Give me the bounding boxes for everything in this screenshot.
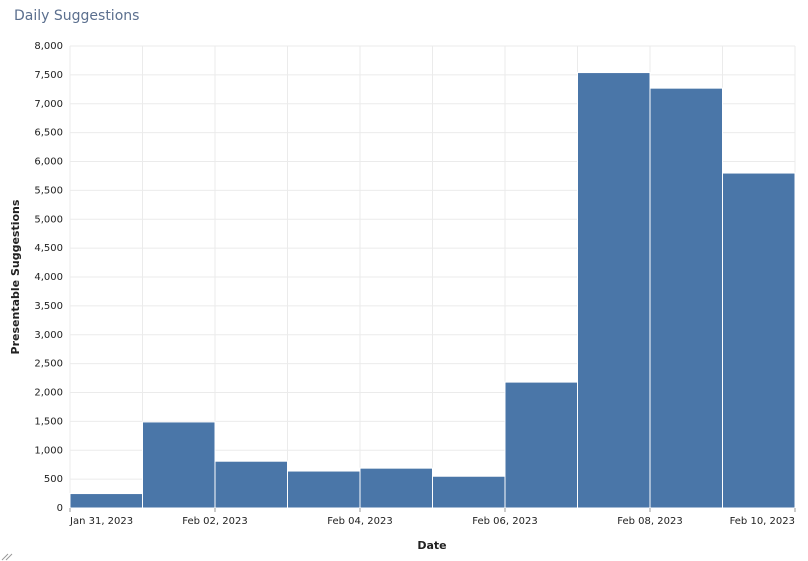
y-tick-label: 1,500: [34, 416, 63, 427]
y-axis-label: Presentable Suggestions: [9, 199, 22, 354]
y-tick-label: 4,500: [34, 243, 63, 254]
x-tick-label: Jan 31, 2023: [69, 516, 133, 527]
x-tick-label: Feb 04, 2023: [327, 516, 392, 527]
bar: [649, 87, 723, 509]
y-tick-label: 8,000: [34, 41, 63, 52]
bar: [432, 475, 506, 509]
resize-handle[interactable]: [1, 553, 13, 561]
y-tick-label: 7,000: [34, 99, 63, 110]
y-tick-label: 4,000: [34, 272, 63, 283]
chart-title: Daily Suggestions: [14, 8, 139, 24]
x-axis-label: Date: [417, 539, 446, 552]
x-tick-label: Feb 08, 2023: [617, 516, 682, 527]
bar: [577, 72, 651, 509]
bar: [504, 381, 578, 509]
y-tick-label: 5,000: [34, 214, 63, 225]
x-tick-label: Feb 10, 2023: [730, 516, 795, 527]
y-tick-label: 6,000: [34, 157, 63, 168]
y-tick-label: 2,500: [34, 359, 63, 370]
bar: [359, 467, 433, 509]
y-tick-label: 7,500: [34, 70, 63, 81]
y-tick-label: 500: [44, 474, 63, 485]
y-tick-label: 1,000: [34, 445, 63, 456]
y-tick-label: 3,000: [34, 330, 63, 341]
bar: [287, 470, 361, 509]
x-tick-label: Feb 02, 2023: [182, 516, 247, 527]
bar: [722, 172, 796, 509]
bar: [214, 460, 288, 509]
y-tick-label: 5,500: [34, 185, 63, 196]
bar: [142, 421, 216, 509]
y-tick-label: 0: [57, 503, 63, 514]
y-tick-label: 2,000: [34, 388, 63, 399]
y-tick-label: 3,500: [34, 301, 63, 312]
y-tick-label: 6,500: [34, 128, 63, 139]
x-tick-label: Feb 06, 2023: [472, 516, 537, 527]
bar: [69, 493, 143, 509]
